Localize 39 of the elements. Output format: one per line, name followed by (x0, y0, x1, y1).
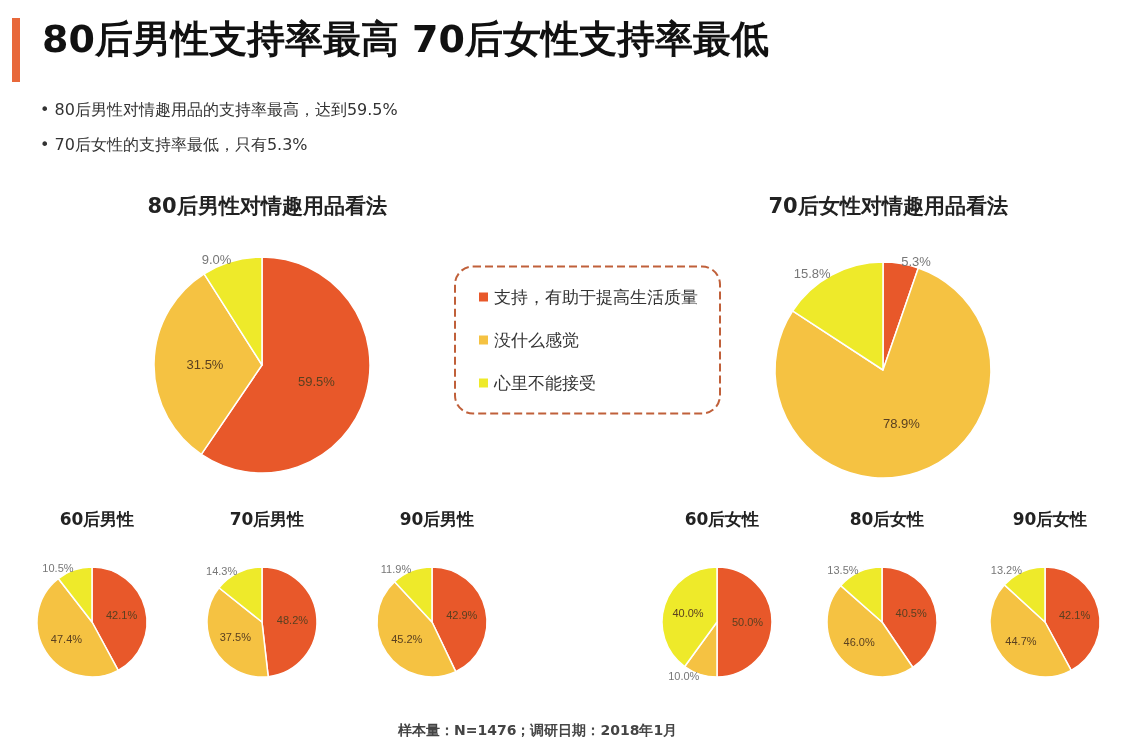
data-label: 42.9% (446, 609, 478, 622)
chart-title: 90后女性 (1012, 508, 1088, 529)
data-label: 44.7% (1005, 634, 1037, 647)
data-label: 59.5% (298, 374, 336, 390)
data-label: 78.9% (883, 416, 921, 432)
data-label: 10.5% (42, 562, 74, 575)
data-label: 11.9% (380, 562, 412, 575)
text: 样本量：N=1476；调研日期：2018年1月 (398, 722, 678, 740)
chart-title: 90后男性 (399, 508, 475, 529)
text: 80后男性支持率最高 70后女性支持率最低 (42, 16, 769, 63)
data-label: 13.2% (990, 563, 1023, 576)
data-label: 48.2% (276, 614, 309, 627)
data-label: 45.2% (391, 633, 423, 646)
chart-title: 60后男性 (59, 508, 135, 529)
chart-title: 70后男性 (229, 508, 305, 529)
data-label: 42.1% (105, 608, 138, 621)
text: • 70后女性的支持率最低，只有5.3% (40, 135, 309, 156)
data-label: 10.0% (668, 670, 700, 683)
data-label: 5.3% (901, 254, 932, 270)
data-label: 9.0% (201, 251, 232, 267)
text: • 80后男性对情趣用品的支持率最高，达到59.5% (40, 100, 398, 121)
data-label: 46.0% (843, 636, 875, 649)
data-label: 42.1% (1058, 608, 1091, 621)
data-label: 50.0% (731, 616, 764, 628)
chart-title: 80后女性 (849, 508, 925, 529)
legend-label: 心里不能接受 (493, 373, 596, 393)
legend-label: 支持，有助于提高生活质量 (494, 287, 698, 307)
chart-title: 80后男性对情趣用品看法 (147, 193, 387, 218)
data-label: 47.4% (50, 632, 83, 645)
data-label: 15.8% (793, 265, 832, 281)
data-label: 13.5% (827, 564, 859, 577)
chart-title: 70后女性对情趣用品看法 (768, 193, 1008, 218)
data-label: 31.5% (186, 356, 224, 372)
data-label: 37.5% (219, 630, 252, 643)
data-label: 40.5% (895, 607, 927, 620)
data-label: 14.3% (206, 564, 238, 577)
data-label: 40.0% (672, 606, 704, 619)
chart-title: 60后女性 (684, 508, 760, 529)
legend-label: 没什么感觉 (494, 330, 579, 350)
